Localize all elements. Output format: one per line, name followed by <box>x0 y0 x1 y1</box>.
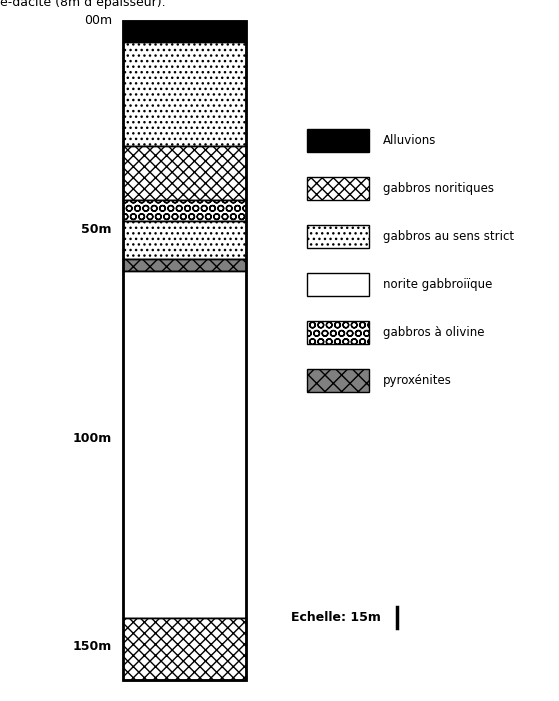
Bar <box>123 200 246 221</box>
Bar <box>123 21 246 42</box>
Bar <box>307 369 369 393</box>
Text: e-dacite (8m d’épaisseur).: e-dacite (8m d’épaisseur). <box>0 0 165 8</box>
Text: 150m: 150m <box>73 640 112 653</box>
Text: gabbros au sens strict: gabbros au sens strict <box>383 231 514 243</box>
Text: 00m: 00m <box>84 14 112 27</box>
Text: pyroxénites: pyroxénites <box>383 374 452 387</box>
Bar <box>307 177 369 200</box>
Text: norite gabbroiïque: norite gabbroiïque <box>383 278 492 292</box>
Text: 50m: 50m <box>81 223 112 236</box>
Text: gabbros noritiques: gabbros noritiques <box>383 182 494 196</box>
Bar <box>123 221 246 259</box>
Text: gabbros à olivine: gabbros à olivine <box>383 326 485 339</box>
Bar <box>307 321 369 344</box>
Bar <box>307 225 369 248</box>
Bar <box>123 21 246 680</box>
Bar <box>123 146 246 200</box>
Bar <box>307 130 369 152</box>
Bar <box>123 271 246 618</box>
Text: Echelle: 15m: Echelle: 15m <box>291 611 381 624</box>
Text: 100m: 100m <box>73 432 112 444</box>
Bar <box>307 273 369 297</box>
Bar <box>123 618 246 680</box>
Bar <box>123 42 246 146</box>
Text: Alluvions: Alluvions <box>383 135 436 147</box>
Bar <box>123 259 246 271</box>
